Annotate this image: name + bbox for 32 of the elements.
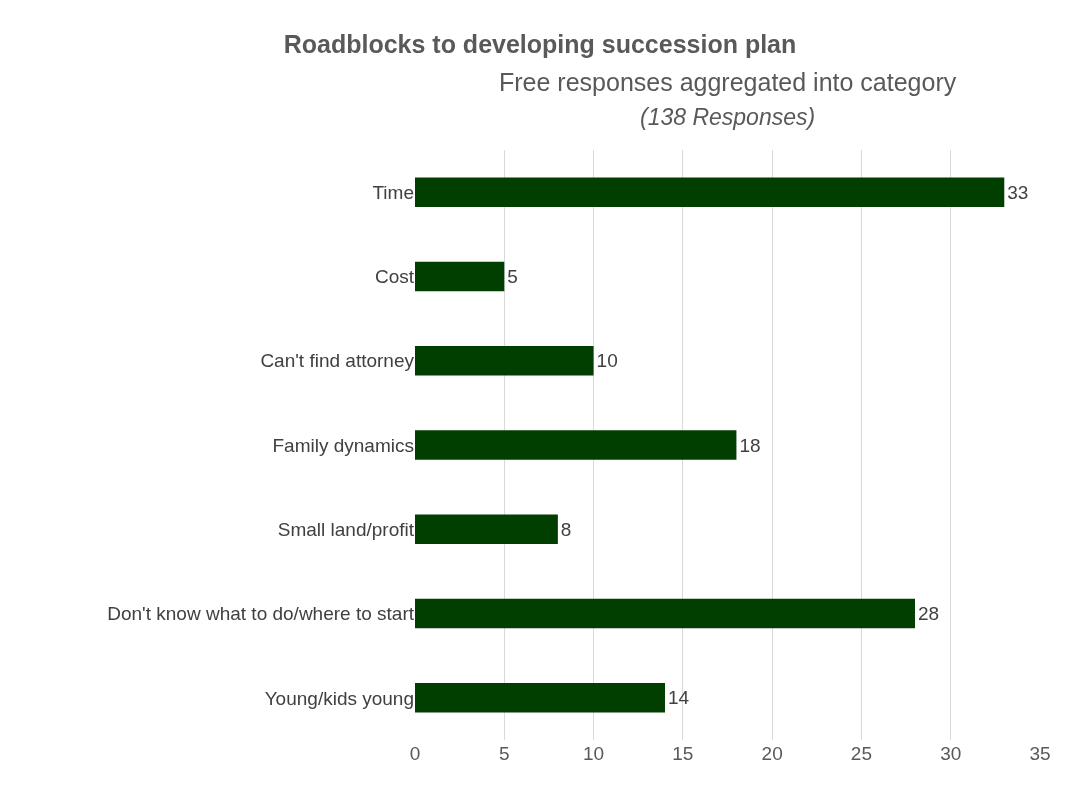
data-label: 18 — [739, 434, 761, 456]
bar — [415, 514, 558, 545]
x-tick-label: 0 — [409, 743, 421, 764]
data-label: 28 — [918, 603, 940, 625]
x-tick-label: 5 — [499, 743, 510, 764]
x-tick-label: 25 — [850, 743, 872, 764]
bar — [415, 177, 1005, 207]
text: (138 Responses) — [640, 104, 816, 130]
y-tick-label: Can't find attorney — [260, 350, 415, 372]
x-tick-label: 10 — [583, 743, 605, 764]
bar — [415, 598, 915, 629]
chart-title: Roadblocks to developing succession plan — [283, 29, 797, 58]
y-tick-label: Family dynamics — [272, 434, 414, 456]
bar — [415, 261, 505, 292]
bar — [415, 430, 737, 460]
data-label: 10 — [596, 350, 618, 372]
data-label: 14 — [668, 687, 690, 709]
x-tick-label: 15 — [672, 743, 694, 764]
x-tick-label: 30 — [940, 743, 962, 764]
data-label: 33 — [1007, 181, 1029, 203]
y-tick-label: Small land/profit — [277, 518, 415, 540]
x-tick-label: 35 — [1029, 743, 1051, 764]
data-label: 5 — [507, 265, 518, 287]
bar — [415, 683, 665, 713]
bar — [415, 345, 594, 376]
y-tick-label: Don't know what to do/where to start — [107, 603, 415, 625]
y-tick-label: Time — [372, 181, 414, 203]
y-tick-label: Young/kids young — [264, 687, 414, 709]
data-label: 8 — [560, 518, 572, 540]
y-tick-label: Cost — [374, 266, 415, 288]
chart-subtitle: Free responses aggregated into category — [499, 68, 957, 96]
x-tick-label: 20 — [761, 743, 783, 764]
